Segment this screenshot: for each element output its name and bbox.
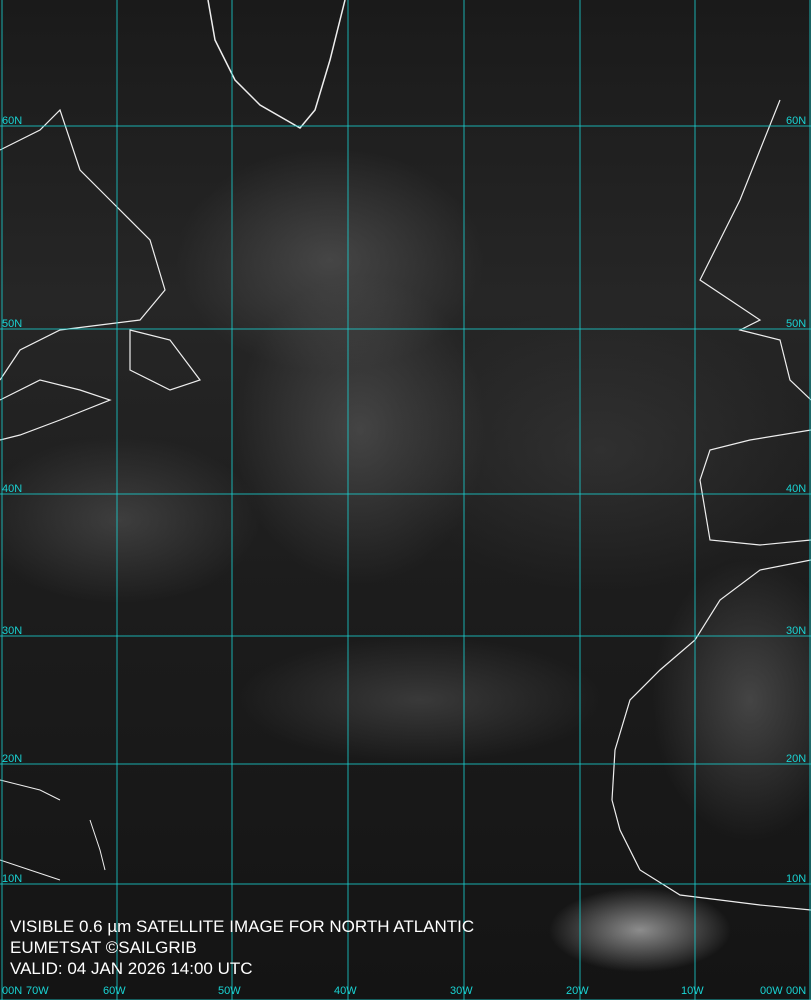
lon-label: 60W — [103, 985, 126, 997]
lat-label-left: 20N — [2, 753, 23, 765]
caption-title: VISIBLE 0.6 µm SATELLITE IMAGE FOR NORTH… — [10, 917, 475, 936]
lon-label: 70W — [26, 985, 49, 997]
africa-coast — [611, 559, 811, 911]
image-caption: VISIBLE 0.6 µm SATELLITE IMAGE FOR NORTH… — [10, 916, 474, 979]
lat-label-left: 40N — [2, 483, 23, 495]
lat-label-left: 50N — [2, 318, 23, 330]
lat-label-right: 00N — [786, 985, 807, 997]
caption-credit: EUMETSAT ©SAILGRIB — [10, 938, 197, 957]
europe-coast — [699, 99, 811, 546]
lat-label-right: 10N — [786, 873, 807, 885]
lon-label: 10W — [681, 985, 704, 997]
greenland-coast — [207, 0, 346, 129]
lon-label: 40W — [334, 985, 357, 997]
lon-label: 30W — [450, 985, 473, 997]
caption-valid-time: VALID: 04 JAN 2026 14:00 UTC — [10, 959, 253, 978]
lat-label-right: 30N — [786, 625, 807, 637]
lat-label-right: 40N — [786, 483, 807, 495]
lon-label: 00W — [760, 985, 783, 997]
lon-label: 20W — [566, 985, 589, 997]
lat-label-left: 10N — [2, 873, 23, 885]
lat-label-right: 60N — [786, 115, 807, 127]
lat-label-left: 00N — [2, 985, 23, 997]
caribbean-coast — [0, 779, 106, 881]
north-america-coast — [0, 108, 201, 441]
lat-label-right: 50N — [786, 318, 807, 330]
lon-label: 50W — [218, 985, 241, 997]
lat-label-right: 20N — [786, 753, 807, 765]
lat-label-left: 30N — [2, 625, 23, 637]
lat-label-left: 60N — [2, 115, 23, 127]
